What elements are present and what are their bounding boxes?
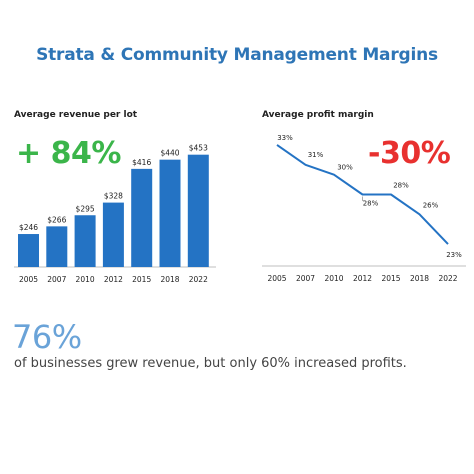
- bar-data-label: $453: [189, 144, 208, 153]
- series-line: [276, 144, 449, 245]
- bar: [131, 168, 153, 267]
- bar: [46, 226, 68, 267]
- x-tick-label: 2010: [76, 275, 95, 284]
- x-tick-label: 2018: [410, 274, 429, 283]
- bar: [159, 159, 181, 267]
- bar-data-label: $416: [132, 158, 151, 167]
- revenue-bar-chart: $246 2005 $266 2007 $295 2010 $328 2012 $416 2015…: [14, 144, 216, 284]
- x-tick-label: 2007: [296, 274, 315, 283]
- point-data-label: 31%: [308, 151, 324, 159]
- profit-change-stat: -30%: [368, 136, 451, 171]
- revenue-chart-title: Average revenue per lot: [14, 110, 138, 120]
- label-leader-line: [362, 196, 366, 201]
- x-tick-label: 2005: [267, 274, 286, 283]
- x-tick-label: 2012: [353, 274, 372, 283]
- profit-line-chart: 33% 2005 31% 2007 30% 2010 28% 2012 28% 2015 26% 20…: [262, 134, 466, 283]
- bar: [18, 234, 39, 267]
- bar: [187, 154, 209, 267]
- x-tick-label: 2022: [189, 275, 208, 284]
- bar: [74, 215, 96, 267]
- x-tick-label: 2015: [132, 275, 151, 284]
- x-tick-label: 2018: [160, 275, 179, 284]
- point-data-label: 28%: [393, 182, 409, 190]
- bar-data-label: $440: [160, 149, 179, 158]
- bar-data-label: $328: [104, 192, 123, 201]
- x-tick-label: 2007: [47, 275, 66, 284]
- bar-data-label: $295: [76, 204, 95, 213]
- point-data-label: 30%: [337, 164, 353, 172]
- page-title: Strata & Community Management Margins: [36, 45, 438, 65]
- x-tick-label: 2005: [19, 275, 38, 284]
- bar-data-label: $266: [47, 215, 66, 224]
- profit-chart-title: Average profit margin: [262, 110, 374, 120]
- footer-text: of businesses grew revenue, but only 60%…: [14, 356, 407, 371]
- footer-stat: 76%: [12, 318, 82, 356]
- x-tick-label: 2010: [324, 274, 343, 283]
- x-tick-label: 2015: [381, 274, 400, 283]
- point-data-label: 26%: [423, 201, 439, 209]
- point-data-label: 23%: [446, 251, 462, 259]
- point-data-label: 28%: [363, 200, 379, 208]
- bar-data-label: $246: [19, 223, 38, 232]
- point-data-label: 33%: [277, 134, 293, 142]
- x-tick-label: 2022: [438, 274, 457, 283]
- x-tick-label: 2012: [104, 275, 123, 284]
- bar: [102, 202, 124, 267]
- revenue-growth-stat: + 84%: [16, 136, 121, 171]
